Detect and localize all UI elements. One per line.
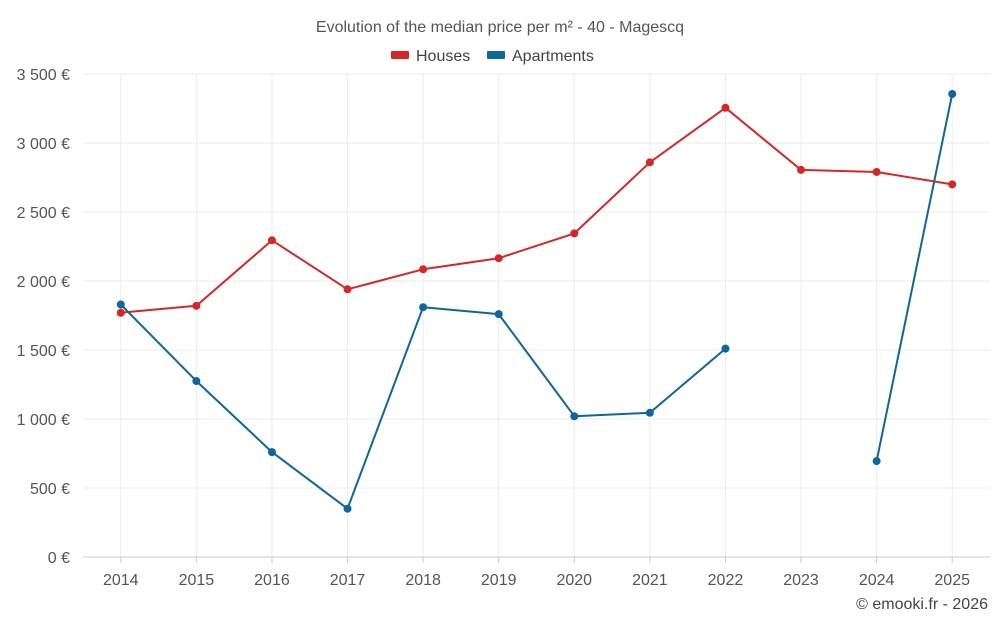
x-tick-label: 2017 bbox=[330, 572, 366, 589]
credit-text: © emooki.fr - 2026 bbox=[856, 596, 988, 613]
data-point-houses[interactable] bbox=[192, 301, 201, 310]
legend-swatch-apartments bbox=[487, 51, 505, 59]
series-line-houses bbox=[120, 106, 953, 314]
y-tick-label: 1 500 € bbox=[17, 343, 70, 360]
data-point-apartments[interactable] bbox=[116, 300, 125, 309]
x-tick-label: 2024 bbox=[859, 572, 895, 589]
grid bbox=[83, 73, 990, 557]
data-point-apartments[interactable] bbox=[645, 408, 654, 417]
data-point-houses[interactable] bbox=[948, 180, 957, 189]
x-tick-label: 2021 bbox=[632, 572, 668, 589]
data-point-houses[interactable] bbox=[570, 229, 579, 238]
legend-item-houses[interactable]: Houses bbox=[391, 48, 470, 65]
data-point-apartments[interactable] bbox=[872, 457, 881, 466]
y-tick-label: 3 000 € bbox=[17, 136, 70, 153]
x-tick-label: 2014 bbox=[103, 572, 139, 589]
y-tick-label: 2 000 € bbox=[17, 274, 70, 291]
legend-label-apartments: Apartments bbox=[512, 48, 594, 65]
x-tick-label: 2018 bbox=[405, 572, 441, 589]
series-line-apartments bbox=[875, 93, 954, 462]
x-tick-label: 2019 bbox=[481, 572, 517, 589]
x-tick-label: 2020 bbox=[556, 572, 592, 589]
data-point-houses[interactable] bbox=[343, 285, 352, 294]
y-tick-label: 2 500 € bbox=[17, 205, 70, 222]
data-point-apartments[interactable] bbox=[494, 310, 503, 319]
data-point-apartments[interactable] bbox=[721, 344, 730, 353]
data-point-apartments[interactable] bbox=[419, 303, 428, 312]
legend-item-apartments[interactable]: Apartments bbox=[487, 48, 594, 65]
data-point-houses[interactable] bbox=[116, 308, 125, 317]
x-tick-label: 2025 bbox=[934, 572, 970, 589]
data-point-houses[interactable] bbox=[797, 165, 806, 174]
y-tick-label: 500 € bbox=[30, 481, 70, 498]
y-tick-label: 0 € bbox=[48, 550, 70, 567]
data-point-houses[interactable] bbox=[267, 236, 276, 245]
data-point-apartments[interactable] bbox=[343, 504, 352, 513]
legend-label-houses: Houses bbox=[416, 48, 470, 65]
series-points bbox=[116, 90, 957, 513]
y-tick-label: 3 500 € bbox=[17, 67, 70, 84]
data-point-apartments[interactable] bbox=[570, 412, 579, 421]
chart-title: Evolution of the median price per m² - 4… bbox=[316, 19, 684, 36]
legend: Houses Apartments bbox=[391, 48, 594, 65]
x-tick-label: 2023 bbox=[783, 572, 819, 589]
y-tick-label: 1 000 € bbox=[17, 412, 70, 429]
data-point-houses[interactable] bbox=[494, 254, 503, 263]
series-lines bbox=[120, 93, 954, 510]
data-point-houses[interactable] bbox=[645, 158, 654, 167]
legend-swatch-houses bbox=[391, 51, 409, 59]
data-point-apartments[interactable] bbox=[192, 377, 201, 386]
x-tick-label: 2022 bbox=[708, 572, 744, 589]
axes: 0 € 500 € 1 000 € 1 500 € 2 000 € 2 500 € 3 00… bbox=[17, 67, 990, 589]
data-point-houses[interactable] bbox=[721, 103, 730, 112]
data-point-apartments[interactable] bbox=[948, 90, 957, 99]
x-tick-label: 2015 bbox=[179, 572, 215, 589]
data-point-apartments[interactable] bbox=[267, 448, 276, 457]
x-tick-label: 2016 bbox=[254, 572, 290, 589]
data-point-houses[interactable] bbox=[872, 167, 881, 176]
data-point-houses[interactable] bbox=[419, 265, 428, 274]
